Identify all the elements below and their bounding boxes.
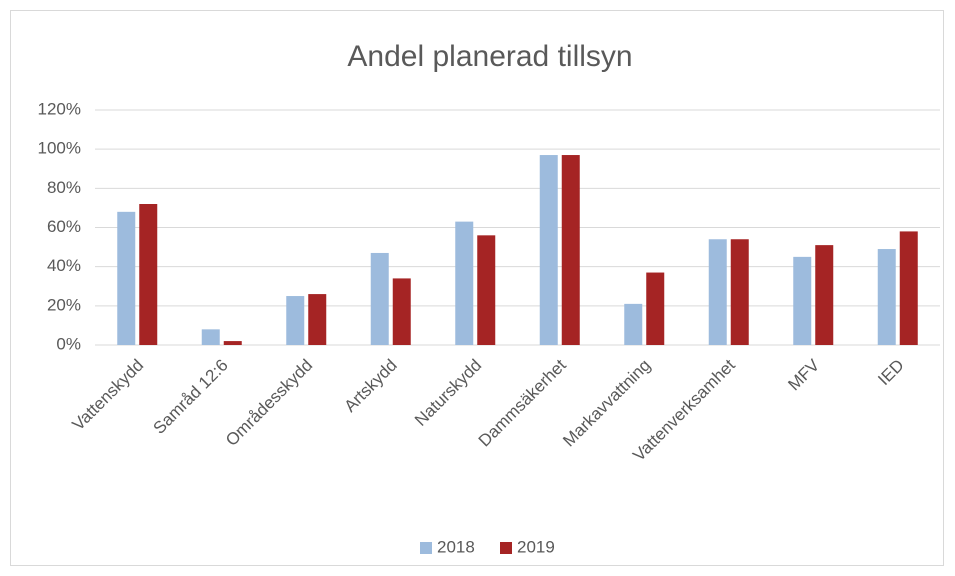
bar [899, 231, 918, 345]
y-tick-label: 20% [47, 295, 81, 314]
legend-swatch [500, 542, 512, 554]
chart-border [10, 10, 944, 566]
bar [708, 239, 727, 345]
y-tick-label: 60% [47, 217, 81, 236]
legend-swatch [420, 542, 432, 554]
y-tick-label: 80% [47, 178, 81, 197]
y-tick-label: 0% [56, 334, 81, 353]
chart-title: Andel planerad tillsyn [347, 40, 632, 73]
bar [793, 256, 812, 345]
bar [477, 235, 496, 345]
bar [561, 155, 580, 345]
y-tick-label: 40% [47, 256, 81, 275]
bar [730, 239, 749, 345]
bar [117, 211, 136, 345]
bar [646, 272, 665, 345]
bar [539, 155, 558, 345]
bar [455, 221, 474, 345]
bar [139, 204, 158, 345]
bar [370, 252, 389, 345]
y-tick-label: 100% [38, 139, 81, 158]
bar [815, 245, 834, 345]
bar [624, 303, 643, 345]
bar [201, 329, 220, 345]
bar [877, 249, 896, 345]
legend-label: 2019 [517, 537, 555, 556]
y-tick-label: 120% [38, 99, 81, 118]
bar [286, 296, 305, 345]
bar [308, 294, 327, 345]
legend-label: 2018 [437, 537, 475, 556]
bar [392, 278, 411, 345]
bar [223, 341, 242, 345]
